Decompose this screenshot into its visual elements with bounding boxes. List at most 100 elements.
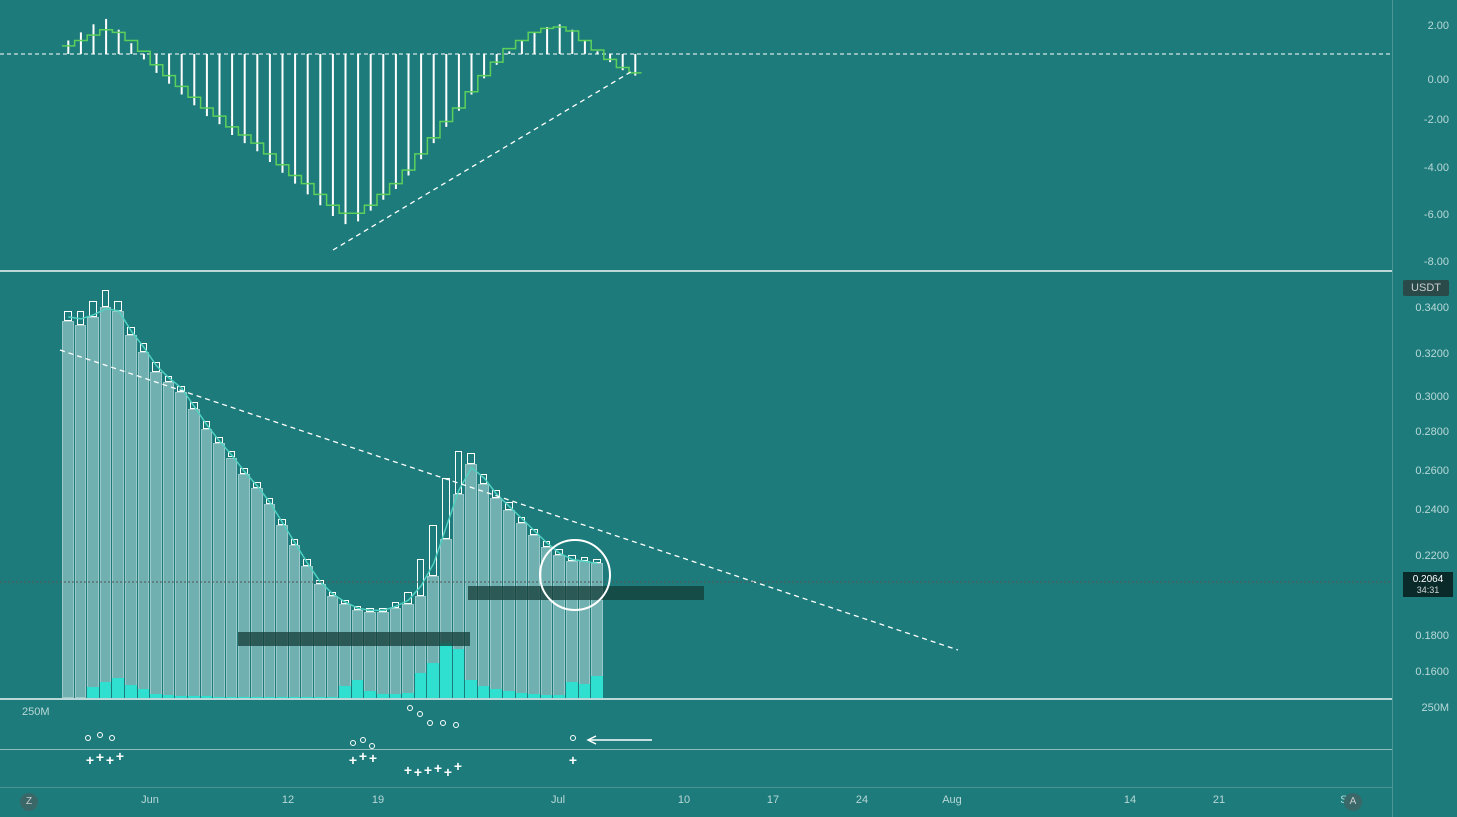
price-candle-wick — [203, 421, 211, 429]
price-candle-wick — [480, 474, 488, 484]
volume-bar — [579, 684, 591, 698]
price-bar[interactable] — [138, 352, 150, 698]
price-bar[interactable] — [289, 545, 301, 698]
price-bar[interactable] — [75, 325, 87, 698]
price-bar[interactable] — [62, 321, 74, 698]
price-candle-wick — [64, 311, 72, 321]
price-candle-wick — [530, 529, 538, 535]
time-axis-tick: Jul — [551, 794, 565, 806]
support-zone — [238, 632, 470, 646]
price-bar[interactable] — [327, 596, 339, 698]
price-candle-wick — [190, 402, 198, 408]
volume-arrow — [0, 698, 1392, 787]
price-bar[interactable] — [188, 409, 200, 698]
price-candle-wick — [278, 519, 286, 525]
time-axis-tick: 21 — [1213, 794, 1225, 806]
price-candle-wick — [366, 608, 374, 612]
price-bar[interactable] — [465, 464, 477, 698]
quote-currency-badge: USDT — [1403, 280, 1449, 296]
price-panel[interactable] — [0, 270, 1392, 698]
price-candle-wick — [253, 482, 261, 488]
price-bar[interactable] — [503, 510, 515, 698]
price-candle-wick — [165, 376, 173, 382]
price-candle-wick — [316, 580, 324, 584]
price-bar[interactable] — [276, 525, 288, 698]
price-bar[interactable] — [390, 608, 402, 698]
price-candle-wick — [467, 453, 475, 463]
time-axis-tick: Jun — [141, 794, 159, 806]
macd-axis-tick: -8.00 — [1424, 256, 1449, 268]
time-axis-tick: 17 — [767, 794, 779, 806]
volume-bar — [591, 676, 603, 698]
volume-bar — [490, 689, 502, 698]
price-bar[interactable] — [226, 458, 238, 698]
time-axis-tick: 12 — [282, 794, 294, 806]
volume-bar — [566, 682, 578, 698]
price-bar[interactable] — [339, 604, 351, 698]
price-axis-tick: 0.2200 — [1415, 550, 1449, 562]
price-candle-wick — [417, 559, 425, 596]
price-bar[interactable] — [264, 504, 276, 698]
volume-bar — [478, 686, 490, 698]
volume-bar — [125, 685, 137, 698]
macd-axis-tick: -6.00 — [1424, 209, 1449, 221]
timezone-button[interactable]: Z — [20, 793, 38, 811]
price-candle-wick — [215, 437, 223, 443]
price-candle-wick — [228, 451, 236, 457]
right-price-axis[interactable]: 2.000.00-2.00-4.00-6.00-8.000.34000.3200… — [1392, 0, 1457, 817]
price-candle-wick — [505, 502, 513, 510]
price-candle-wick — [89, 301, 97, 317]
price-axis-tick: 0.3200 — [1415, 348, 1449, 360]
price-candle-wick — [341, 600, 349, 604]
volume-bar — [364, 691, 376, 698]
price-bar[interactable] — [100, 307, 112, 698]
volume-bar — [87, 687, 99, 698]
price-bar[interactable] — [150, 372, 162, 698]
price-candle-wick — [518, 517, 526, 523]
volume-bar — [440, 643, 452, 698]
price-candle-wick — [102, 290, 110, 306]
price-bar[interactable] — [201, 429, 213, 698]
volume-bar — [112, 678, 124, 698]
price-candle-wick — [77, 311, 85, 325]
price-axis-tick: 0.2800 — [1415, 426, 1449, 438]
price-candle-wick — [543, 541, 551, 547]
price-bar[interactable] — [238, 474, 250, 698]
price-candle-wick — [127, 327, 135, 335]
price-candle-wick — [177, 386, 185, 392]
volume-bar — [427, 663, 439, 698]
price-bar[interactable] — [112, 311, 124, 698]
price-candle-wick — [329, 592, 337, 596]
price-candle-wick — [240, 468, 248, 474]
chart-container: ++++++++++++++ 2.000.00-2.00-4.00-6.00-8… — [0, 0, 1457, 817]
focus-circle — [539, 539, 611, 611]
price-bar[interactable] — [213, 443, 225, 698]
price-bar[interactable] — [163, 382, 175, 698]
price-bar[interactable] — [528, 535, 540, 698]
price-bar[interactable] — [125, 335, 137, 698]
volume-bar — [339, 686, 351, 698]
price-bar[interactable] — [251, 488, 263, 698]
current-price-value: 0.2064 — [1409, 574, 1447, 585]
price-bar[interactable] — [364, 612, 376, 698]
time-axis[interactable]: Jun1219Jul101724Aug1421Sep Z A — [0, 787, 1392, 817]
price-bar[interactable] — [175, 392, 187, 698]
volume-left-label: 250M — [22, 706, 50, 718]
price-candle-wick — [455, 451, 463, 494]
price-bar[interactable] — [402, 604, 414, 698]
price-candle-wick — [379, 608, 387, 612]
macd-axis-tick: 2.00 — [1428, 20, 1449, 32]
price-candle-wick — [114, 301, 122, 311]
price-candle-wick — [266, 498, 274, 504]
macd-panel — [0, 0, 1392, 270]
price-candle-wick — [492, 490, 500, 498]
autoscale-button[interactable]: A — [1344, 793, 1362, 811]
volume-bar — [138, 689, 150, 698]
price-candle-wick — [442, 478, 450, 539]
volume-bar — [453, 649, 465, 698]
price-bar[interactable] — [87, 317, 99, 698]
macd-axis-tick: -4.00 — [1424, 162, 1449, 174]
price-bar[interactable] — [516, 523, 528, 698]
price-bar[interactable] — [377, 612, 389, 698]
price-candle-wick — [429, 525, 437, 576]
